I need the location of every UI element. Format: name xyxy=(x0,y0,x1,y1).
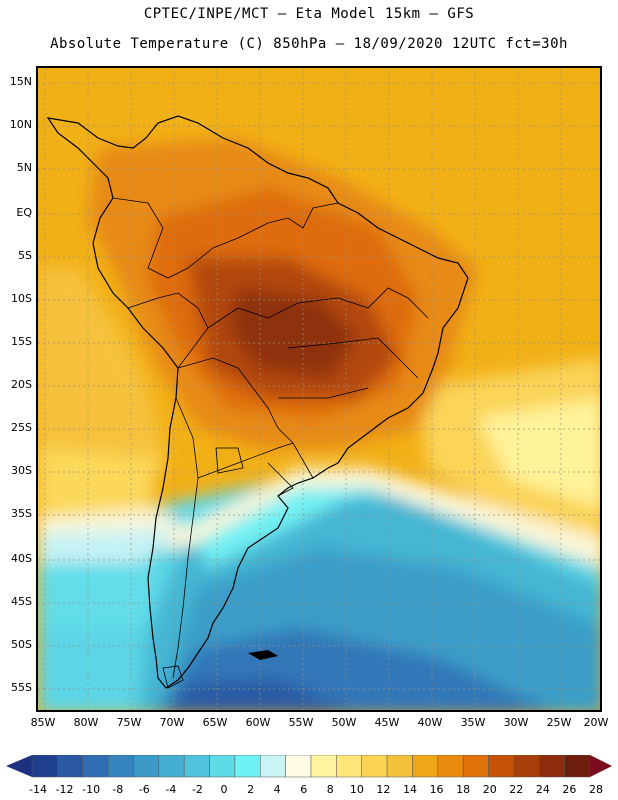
colorbar-tick-label: 16 xyxy=(429,783,444,796)
lat-label: 10S xyxy=(11,292,32,305)
lat-label: EQ xyxy=(16,206,32,219)
colorbar-cell xyxy=(57,755,83,778)
colorbar-cell xyxy=(183,755,210,778)
temperature-map xyxy=(36,66,602,712)
lon-label: 30W xyxy=(503,716,529,729)
colorbar-tick-label: 28 xyxy=(589,783,603,796)
colorbar-cell xyxy=(437,755,464,778)
lat-label: 55S xyxy=(11,681,32,694)
colorbar-tick-label: 22 xyxy=(509,783,524,796)
colorbar-cell xyxy=(158,755,185,778)
lat-label: 35S xyxy=(11,507,32,520)
colorbar-tick-label: -12 xyxy=(55,783,74,796)
lon-label: 75W xyxy=(116,716,142,729)
lat-label: 45S xyxy=(11,595,32,608)
colorbar-cell xyxy=(361,755,388,778)
colorbar-cell xyxy=(310,755,337,778)
colorbar-cell xyxy=(133,755,160,778)
colorbar-tick-label: 20 xyxy=(482,783,497,796)
lon-label: 65W xyxy=(202,716,228,729)
map-subtitle: Absolute Temperature (C) 850hPa – 18/09/… xyxy=(50,36,568,52)
colorbar-cell xyxy=(539,755,565,778)
colorbar-cell xyxy=(488,755,515,778)
lat-label: 20S xyxy=(11,378,32,391)
lat-label: 15N xyxy=(9,75,32,88)
colorbar-cell xyxy=(31,755,58,778)
lon-label: 55W xyxy=(288,716,314,729)
colorbar-tick-label: -4 xyxy=(165,783,177,796)
falkland-islands xyxy=(248,650,278,660)
colorbar-tick-label: 26 xyxy=(562,783,577,796)
lat-label: 5N xyxy=(16,161,32,174)
colorbar-tick-label: 10 xyxy=(349,783,364,796)
lat-label: 15S xyxy=(11,335,32,348)
colorbar-cell xyxy=(564,755,591,778)
colorbar-tick-label: -10 xyxy=(82,783,101,796)
colorbar-cell xyxy=(260,755,286,778)
colorbar xyxy=(6,755,612,778)
lon-label: 25W xyxy=(546,716,572,729)
colorbar-tick-label: 0 xyxy=(220,783,228,796)
lon-label: 45W xyxy=(374,716,400,729)
colorbar-tick-label: -8 xyxy=(112,783,124,796)
colorbar-tick-label: -14 xyxy=(29,783,47,796)
country-borders xyxy=(112,197,429,679)
lon-label: 50W xyxy=(331,716,357,729)
lon-label: 70W xyxy=(159,716,185,729)
colorbar-tick-label: 4 xyxy=(273,783,281,796)
colorbar-tick-label: 2 xyxy=(247,783,255,796)
south-america-coastline xyxy=(46,115,469,689)
colorbar-tick-label: 8 xyxy=(326,783,334,796)
lon-label: 60W xyxy=(245,716,271,729)
lon-label: 20W xyxy=(583,716,609,729)
colorbar-cell xyxy=(412,755,439,778)
lat-label: 5S xyxy=(18,249,32,262)
lat-label: 30S xyxy=(11,464,32,477)
lat-label: 10N xyxy=(9,118,32,131)
colorbar-tick-label: 14 xyxy=(403,783,417,796)
temperature-field xyxy=(38,68,600,710)
colorbar-cell xyxy=(209,755,236,778)
map-title: CPTEC/INPE/MCT – Eta Model 15km – GFS xyxy=(143,6,475,22)
lat-label: 50S xyxy=(11,638,32,651)
tierra-del-fuego xyxy=(162,665,184,689)
colorbar-tick-label: 12 xyxy=(376,783,391,796)
lon-label: 40W xyxy=(417,716,443,729)
colorbar-tick-label: 24 xyxy=(535,783,550,796)
colorbar-tick-label: 6 xyxy=(300,783,308,796)
colorbar-tick-label: 18 xyxy=(456,783,471,796)
colorbar-cell xyxy=(513,755,540,778)
colorbar-cell xyxy=(285,755,312,778)
colorbar-cell xyxy=(336,755,362,778)
colorbar-cell xyxy=(107,755,134,778)
colorbar-tick-label: -2 xyxy=(191,783,203,796)
lon-label: 85W xyxy=(30,716,56,729)
colorbar-high-arrow xyxy=(590,755,612,777)
colorbar-cell xyxy=(82,755,109,778)
lon-label: 80W xyxy=(73,716,99,729)
lat-label: 25S xyxy=(11,421,32,434)
lat-label: 40S xyxy=(11,552,32,565)
lon-label: 35W xyxy=(460,716,486,729)
colorbar-low-arrow xyxy=(6,755,32,777)
lat-lon-grid xyxy=(38,68,600,710)
colorbar-cell xyxy=(386,755,413,778)
colorbar-tick-label: -6 xyxy=(138,783,150,796)
colorbar-cell xyxy=(462,755,489,778)
colorbar-cell xyxy=(234,755,261,778)
